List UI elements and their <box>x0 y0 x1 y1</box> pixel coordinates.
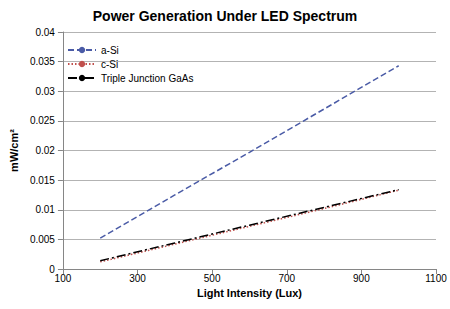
svg-text:500: 500 <box>204 273 221 284</box>
svg-text:0.005: 0.005 <box>30 234 55 245</box>
svg-text:a-Si: a-Si <box>101 45 119 56</box>
svg-text:0.025: 0.025 <box>30 115 55 126</box>
svg-text:Power Generation Under LED Spe: Power Generation Under LED Spectrum <box>93 8 358 24</box>
svg-text:c-Si: c-Si <box>101 59 118 70</box>
svg-text:100: 100 <box>55 273 72 284</box>
svg-text:0.035: 0.035 <box>30 56 55 67</box>
svg-text:900: 900 <box>353 273 370 284</box>
svg-text:1100: 1100 <box>425 273 447 284</box>
svg-text:Light Intensity (Lux): Light Intensity (Lux) <box>197 287 302 299</box>
svg-text:0.04: 0.04 <box>35 27 55 38</box>
svg-text:0.03: 0.03 <box>35 86 55 97</box>
svg-text:Triple Junction GaAs: Triple Junction GaAs <box>101 73 193 84</box>
svg-text:0.015: 0.015 <box>30 175 55 186</box>
svg-text:300: 300 <box>129 273 146 284</box>
svg-text:0.02: 0.02 <box>35 145 55 156</box>
svg-text:mW/cm²: mW/cm² <box>8 129 20 172</box>
svg-text:700: 700 <box>278 273 295 284</box>
svg-text:0.01: 0.01 <box>35 204 55 215</box>
svg-text:0: 0 <box>49 263 55 275</box>
